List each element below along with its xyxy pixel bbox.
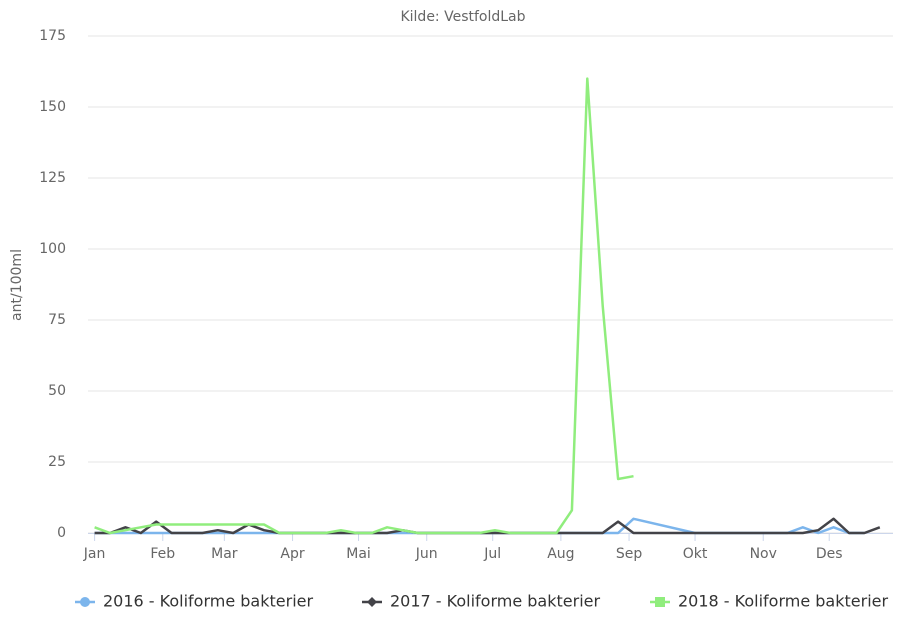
legend-marker (80, 597, 90, 607)
x-tick-label: Aug (547, 546, 574, 562)
legend-label: 2016 - Koliforme bakterier (103, 592, 313, 611)
x-tick-label: Des (816, 546, 843, 562)
y-tick-label: 50 (48, 383, 66, 399)
y-tick-label: 25 (48, 454, 66, 470)
series-line (94, 77, 634, 535)
series-line (94, 517, 881, 535)
y-tick-label: 0 (57, 525, 66, 541)
x-tick-label: Apr (280, 546, 304, 562)
x-tick-label: Jun (415, 546, 438, 562)
y-axis-label: ant/100ml (9, 249, 25, 321)
y-tick-label: 150 (39, 99, 66, 115)
chart-subtitle: Kilde: VestfoldLab (400, 9, 525, 25)
x-tick-label: Mai (346, 546, 371, 562)
x-tick-label: Jan (83, 546, 106, 562)
x-tick-label: Mar (211, 546, 238, 562)
legend-marker (655, 597, 665, 607)
x-tick-label: Sep (616, 546, 643, 562)
y-tick-label: 75 (48, 312, 66, 328)
y-tick-label: 175 (39, 28, 66, 44)
y-tick-label: 125 (39, 170, 66, 186)
legend-label: 2017 - Koliforme bakterier (390, 592, 600, 611)
x-tick-label: Okt (683, 546, 708, 562)
legend-marker (367, 597, 377, 607)
x-tick-label: Nov (750, 546, 777, 562)
legend-label: 2018 - Koliforme bakterier (678, 592, 888, 611)
x-tick-label: Jul (483, 546, 501, 562)
x-tick-label: Feb (150, 546, 175, 562)
y-tick-label: 100 (39, 241, 66, 257)
